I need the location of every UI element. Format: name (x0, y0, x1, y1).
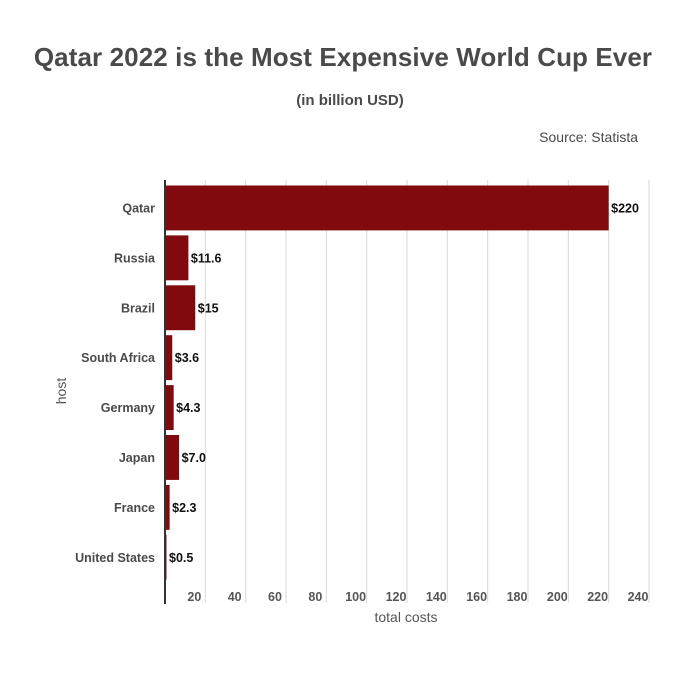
data-label: $11.6 (191, 251, 222, 265)
y-axis-title: host (53, 378, 69, 405)
data-label: $2.3 (172, 501, 196, 515)
category-label: Japan (119, 451, 155, 465)
bar (165, 235, 189, 281)
bar (165, 335, 173, 381)
category-label: Germany (101, 401, 155, 415)
x-tick-label: 100 (345, 590, 366, 604)
data-label: $7.0 (182, 451, 206, 465)
x-tick-label: 120 (386, 590, 407, 604)
x-tick-label: 20 (187, 590, 201, 604)
category-label: United States (75, 551, 155, 565)
category-label: South Africa (81, 351, 156, 365)
x-tick-label: 160 (466, 590, 487, 604)
category-label: Brazil (121, 301, 155, 315)
chart-title: Qatar 2022 is the Most Expensive World C… (33, 42, 653, 72)
data-label: $220 (611, 201, 639, 215)
x-tick-label: 220 (587, 590, 608, 604)
bar (165, 285, 196, 331)
x-tick-label: 60 (268, 590, 282, 604)
source-note: Source: Statista (539, 129, 638, 145)
bar (165, 484, 170, 530)
category-label: Qatar (122, 201, 155, 215)
x-tick-label: 140 (426, 590, 447, 604)
data-label: $0.5 (169, 551, 193, 565)
data-label: $3.6 (175, 351, 199, 365)
chart-subtitle: (in billion USD) (296, 92, 404, 109)
bar (165, 185, 609, 231)
x-tick-label: 200 (547, 590, 568, 604)
category-label: France (114, 501, 155, 515)
x-tick-label: 40 (228, 590, 242, 604)
bar (165, 434, 180, 480)
x-tick-label: 80 (308, 590, 322, 604)
x-tick-label: 180 (507, 590, 528, 604)
x-tick-label: 240 (628, 590, 649, 604)
data-label: $15 (198, 301, 219, 315)
category-label: Russia (114, 251, 156, 265)
data-label: $4.3 (176, 401, 200, 415)
bar (165, 385, 174, 431)
x-axis-title: total costs (374, 609, 437, 625)
